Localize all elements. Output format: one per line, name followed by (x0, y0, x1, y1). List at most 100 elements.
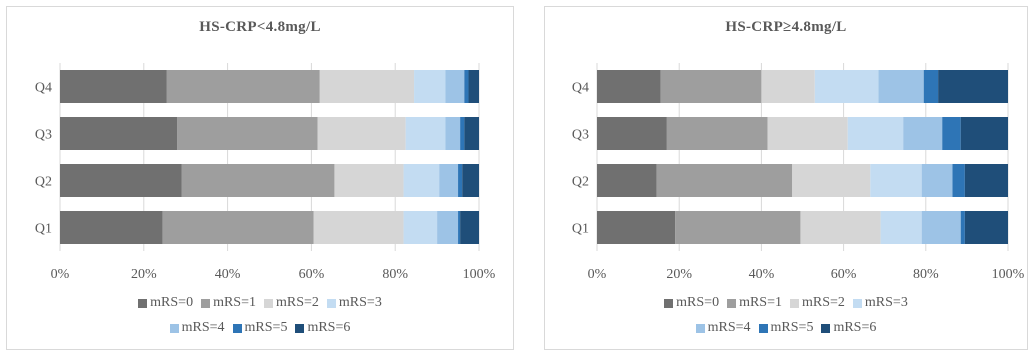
legend-label: mRS=0 (150, 295, 194, 310)
bar-segment (960, 211, 965, 244)
bar-segment (403, 164, 440, 197)
bar-segment (162, 211, 314, 244)
x-tick-label: 20% (131, 267, 157, 282)
y-category-label: Q1 (35, 222, 52, 237)
bar-segment (847, 117, 904, 150)
legend-label: mRS=6 (833, 320, 877, 335)
bar-segment (414, 70, 446, 103)
x-tick-label: 60% (831, 267, 857, 282)
legend-item: mRS=4 (695, 320, 751, 336)
legend-label: mRS=2 (276, 295, 319, 310)
y-category-label: Q4 (572, 81, 589, 96)
legend-swatch (326, 298, 336, 308)
y-category-label: Q3 (572, 128, 589, 143)
chart-title: HS-CRP≥4.8mg/L (725, 19, 847, 35)
bar-segment (317, 117, 406, 150)
bar-segment (960, 117, 1008, 150)
bar-segment (313, 211, 404, 244)
x-tick-label: 0% (51, 267, 70, 282)
bar-chart-plot: 0% 20% 40% 60% 80% 100% Q1 Q2 Q3 Q4 (35, 63, 496, 282)
x-tick-label: 0% (588, 267, 607, 282)
bar-segment (460, 117, 465, 150)
bar-segment (464, 117, 479, 150)
bar-segment (792, 164, 871, 197)
bar-segment (334, 164, 404, 197)
bar-segment (942, 117, 961, 150)
x-tick-label: 40% (215, 267, 241, 282)
legend-swatch (758, 323, 768, 333)
bar-chart-plot: 0% 20% 40% 60% 80% 100% Q1 Q2 Q3 Q4 (572, 63, 1025, 282)
bar-segment (597, 164, 657, 197)
bar-segment (938, 70, 1008, 103)
bar-segment (462, 164, 479, 197)
bar-segment (921, 164, 953, 197)
legend-label: mRS=4 (181, 320, 225, 335)
legend-item: mRS=3 (326, 295, 382, 311)
chart-panel-right: HS-CRP≥4.8mg/L 0% 20% 40% 60% 80% 100% Q1 Q2 Q3 Q… (544, 6, 1028, 350)
bar-segment (445, 117, 461, 150)
bar-segment (319, 70, 415, 103)
legend-swatch (790, 298, 799, 308)
bar-segment (597, 117, 667, 150)
bar-segment (666, 117, 768, 150)
bar-segment (597, 70, 661, 103)
legend-label: mRS=5 (770, 320, 814, 335)
bar-segment (60, 117, 178, 150)
bar-segment (878, 70, 924, 103)
bar-segment (921, 211, 961, 244)
bar-segment (468, 70, 479, 103)
bar-segment (597, 211, 676, 244)
legend-swatch (138, 298, 148, 308)
x-tick-label: 20% (666, 267, 692, 282)
legend-swatch (727, 298, 737, 308)
legend-swatch (695, 323, 705, 333)
bar-segment (439, 164, 459, 197)
legend-item: mRS=3 (852, 295, 908, 311)
legend-item: mRS=1 (201, 295, 256, 311)
legend-label: mRS=1 (739, 295, 782, 310)
legend-swatch (821, 323, 831, 333)
legend-item: mRS=0 (664, 295, 719, 311)
bar-segment (464, 70, 469, 103)
bar-segment (675, 211, 801, 244)
legend-item: mRS=6 (295, 320, 350, 336)
x-tick-label: 80% (382, 267, 408, 282)
legend-swatch (295, 323, 305, 333)
x-tick-label: 80% (913, 267, 939, 282)
x-tick-label: 100% (463, 267, 496, 282)
bar-segment (445, 70, 465, 103)
bar-segment (761, 70, 815, 103)
bar-segment (814, 70, 879, 103)
legend-item: mRS=5 (758, 320, 814, 336)
legend-swatch (264, 298, 273, 308)
legend-item: mRS=2 (790, 295, 845, 311)
legend-row: mRS=0 mRS=1 mRS=2 mRS=3 (545, 295, 1027, 311)
legend-item: mRS=6 (821, 320, 876, 336)
legend-row: mRS=4 mRS=5 mRS=6 (7, 320, 513, 336)
bar-segment (177, 117, 318, 150)
bar-segment (405, 117, 446, 150)
legend-label: mRS=0 (676, 295, 720, 310)
bar-segment (458, 211, 461, 244)
legend-item: mRS=1 (727, 295, 782, 311)
legend-label: mRS=3 (864, 295, 908, 310)
legend-item: mRS=4 (169, 320, 225, 336)
x-tick-label: 100% (992, 267, 1025, 282)
bar-segment (880, 211, 922, 244)
bar-segment (964, 211, 1008, 244)
bar-segment (767, 117, 848, 150)
legend-label: mRS=2 (802, 295, 845, 310)
legend-swatch (852, 298, 862, 308)
bar-segment (460, 211, 479, 244)
bar-segment (903, 117, 943, 150)
legend-label: mRS=5 (244, 320, 288, 335)
legend-swatch (664, 298, 674, 308)
y-category-label: Q1 (572, 222, 589, 237)
legend-item: mRS=0 (138, 295, 193, 311)
bar-segment (952, 164, 965, 197)
bar-segment (437, 211, 459, 244)
legend-swatch (169, 323, 179, 333)
bar-segment (660, 70, 762, 103)
legend-swatch (201, 298, 211, 308)
x-tick-label: 40% (749, 267, 775, 282)
